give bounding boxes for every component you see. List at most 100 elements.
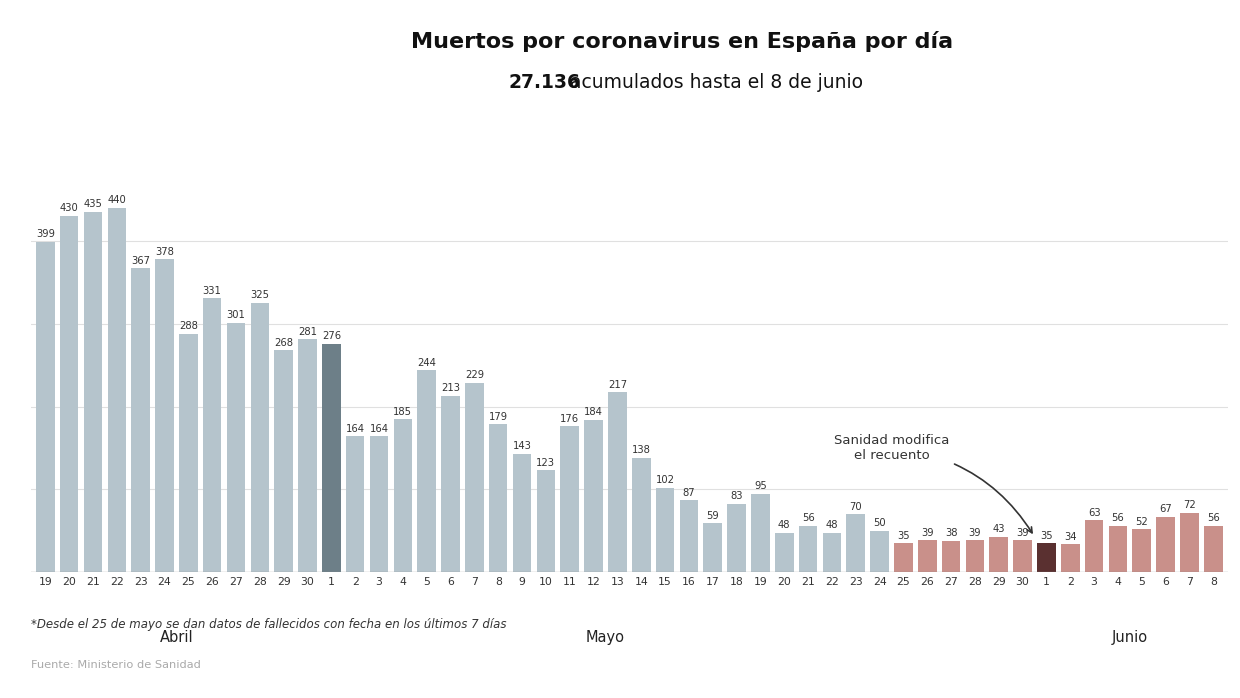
Bar — [36, 242, 55, 572]
Text: Mayo: Mayo — [587, 630, 625, 646]
Bar — [1109, 526, 1127, 572]
Text: 176: 176 — [560, 414, 579, 424]
Text: 288: 288 — [179, 321, 197, 331]
Bar — [131, 268, 150, 572]
Text: 50: 50 — [873, 519, 885, 528]
Text: 217: 217 — [608, 380, 627, 390]
Text: 440: 440 — [108, 195, 126, 205]
Bar — [584, 420, 603, 572]
Bar — [703, 524, 722, 572]
Text: 229: 229 — [465, 370, 484, 380]
Bar — [227, 323, 246, 572]
Text: 52: 52 — [1136, 517, 1148, 527]
Text: 164: 164 — [346, 424, 365, 434]
Text: 301: 301 — [227, 311, 246, 320]
Text: 143: 143 — [512, 441, 532, 452]
Bar — [799, 526, 817, 572]
Bar — [346, 436, 365, 572]
Text: Junio: Junio — [1112, 630, 1148, 646]
Text: Muertos por coronavirus en España por día: Muertos por coronavirus en España por dí… — [410, 31, 954, 52]
Text: 56: 56 — [802, 514, 815, 524]
Bar — [751, 493, 770, 572]
Bar — [179, 334, 197, 572]
Bar — [632, 458, 651, 572]
Text: 38: 38 — [945, 528, 957, 538]
Bar — [990, 537, 1008, 572]
Bar — [1013, 540, 1032, 572]
Text: 281: 281 — [298, 327, 317, 337]
Bar — [203, 298, 222, 572]
Bar — [274, 350, 293, 572]
Text: 56: 56 — [1207, 514, 1220, 524]
Text: 123: 123 — [537, 458, 556, 468]
Bar — [1132, 529, 1151, 572]
Text: 39: 39 — [1017, 528, 1029, 537]
Text: 35: 35 — [1040, 531, 1053, 541]
Text: 48: 48 — [777, 520, 790, 530]
Bar — [680, 500, 698, 572]
Text: 63: 63 — [1087, 507, 1100, 518]
Bar — [250, 303, 269, 572]
Bar — [894, 543, 913, 572]
Bar — [465, 383, 484, 572]
Text: *Desde el 25 de mayo se dan datos de fallecidos con fecha en los últimos 7 días: *Desde el 25 de mayo se dan datos de fal… — [31, 618, 506, 631]
Bar — [108, 208, 126, 572]
Text: 184: 184 — [584, 408, 603, 417]
Bar — [393, 419, 412, 572]
Bar — [512, 454, 531, 572]
Text: 39: 39 — [968, 528, 981, 537]
Text: 325: 325 — [250, 290, 269, 301]
Bar — [1085, 520, 1104, 572]
Text: 72: 72 — [1183, 500, 1195, 510]
Text: 34: 34 — [1064, 532, 1076, 542]
Text: Abril: Abril — [160, 630, 193, 646]
Text: 164: 164 — [370, 424, 388, 434]
Text: 138: 138 — [632, 445, 651, 456]
Bar — [942, 541, 961, 572]
Text: 56: 56 — [1111, 514, 1125, 524]
Bar — [1157, 517, 1176, 572]
Text: 59: 59 — [707, 511, 719, 521]
Text: 48: 48 — [826, 520, 838, 530]
Text: acumulados hasta el 8 de junio: acumulados hasta el 8 de junio — [564, 73, 863, 92]
Bar — [1180, 512, 1199, 572]
Bar — [322, 343, 341, 572]
Bar — [560, 426, 579, 572]
Text: 27.136: 27.136 — [508, 73, 580, 92]
Bar — [1061, 544, 1080, 572]
Text: 244: 244 — [417, 357, 436, 368]
Text: 331: 331 — [202, 285, 222, 295]
Text: 430: 430 — [60, 203, 78, 214]
Bar — [83, 211, 102, 572]
Text: 70: 70 — [849, 502, 862, 512]
Bar — [870, 531, 889, 572]
Bar — [1204, 526, 1223, 572]
Text: 43: 43 — [992, 524, 1004, 534]
Bar — [918, 540, 936, 572]
Bar — [775, 533, 794, 572]
Text: 35: 35 — [897, 531, 910, 541]
Text: 276: 276 — [321, 331, 341, 341]
Bar — [489, 424, 507, 572]
Bar — [537, 470, 556, 572]
Text: 102: 102 — [656, 475, 675, 485]
Text: 83: 83 — [730, 491, 743, 501]
Bar — [370, 436, 388, 572]
Bar — [441, 396, 460, 572]
Bar — [608, 392, 626, 572]
Text: Fuente: Ministerio de Sanidad: Fuente: Ministerio de Sanidad — [31, 660, 201, 669]
Bar — [728, 503, 746, 572]
Text: 179: 179 — [489, 412, 507, 422]
Bar — [155, 259, 174, 572]
Text: 87: 87 — [682, 488, 696, 498]
Bar — [966, 540, 985, 572]
Bar — [822, 533, 841, 572]
Text: 268: 268 — [274, 338, 293, 348]
Bar — [60, 216, 78, 572]
Text: 435: 435 — [83, 200, 103, 209]
Text: 185: 185 — [393, 406, 413, 417]
Bar — [656, 488, 675, 572]
Text: 378: 378 — [155, 246, 174, 257]
Bar — [1037, 543, 1055, 572]
Text: Sanidad modifica
el recuento: Sanidad modifica el recuento — [833, 434, 1032, 533]
